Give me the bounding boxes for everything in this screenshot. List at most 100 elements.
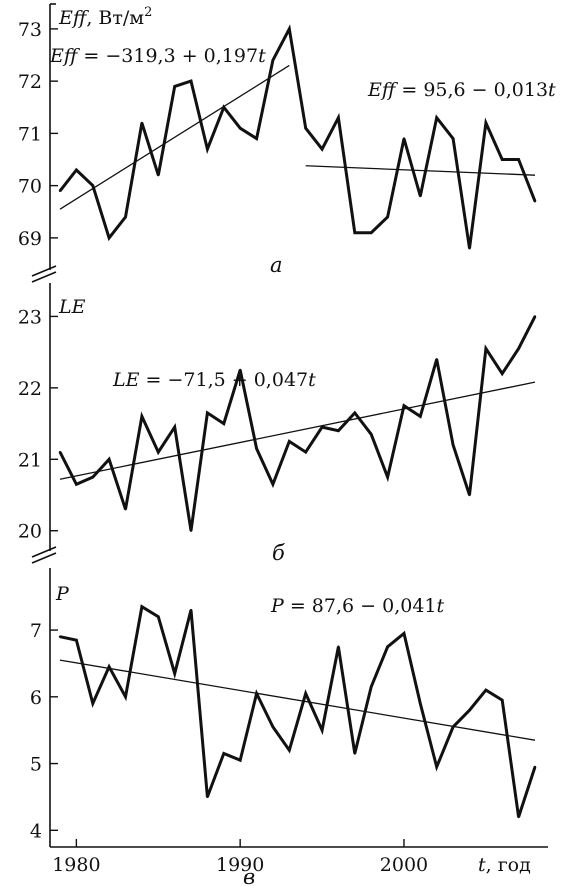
axis-break-mark: [31, 271, 57, 283]
data-point: [353, 231, 357, 234]
data-point: [75, 638, 78, 642]
data-point: [451, 137, 455, 140]
data-point: [206, 147, 209, 151]
panel-label: а: [270, 253, 283, 277]
data-point: [206, 795, 209, 799]
trend-line: [59, 381, 536, 480]
trend-line: [305, 165, 536, 176]
data-point: [419, 194, 422, 198]
data-point: [435, 765, 438, 769]
data-point: [91, 702, 94, 705]
data-point: [91, 475, 94, 479]
data-point: [91, 184, 94, 187]
data-point: [484, 688, 488, 692]
data-point: [386, 215, 389, 219]
data-point: [189, 79, 193, 83]
data-point: [58, 189, 62, 193]
y-tick-label: 5: [30, 754, 42, 776]
y-tick-label: 22: [18, 378, 42, 400]
y-tick-label: 72: [18, 71, 42, 93]
data-point: [173, 672, 176, 675]
data-point: [238, 126, 242, 130]
data-point: [75, 483, 78, 486]
trend-line: [59, 64, 290, 210]
data-point: [271, 725, 275, 729]
data-point: [353, 752, 357, 755]
y-tick-label: 7: [30, 620, 42, 642]
data-point: [517, 815, 520, 819]
data-point: [304, 692, 307, 695]
data-point: [501, 158, 504, 161]
data-point: [58, 635, 62, 638]
data-point: [140, 415, 144, 418]
data-point: [107, 236, 111, 240]
data-point: [288, 440, 291, 443]
data-point: [402, 404, 406, 407]
y-tick-label: 21: [18, 449, 42, 471]
y-tick-label: 69: [18, 228, 42, 250]
y-tick-label: 4: [30, 820, 42, 842]
data-point: [157, 450, 160, 454]
data-point: [419, 415, 422, 418]
data-point: [271, 483, 275, 486]
data-point: [238, 759, 242, 762]
series-line: [58, 315, 537, 531]
trend-equation: Eff = −319,3 + 0,197t: [49, 45, 266, 67]
data-point: [222, 752, 225, 755]
data-point: [320, 147, 324, 151]
data-point: [517, 347, 520, 350]
data-point: [304, 126, 307, 130]
data-point: [484, 121, 488, 125]
y-tick-label: 73: [18, 19, 42, 41]
data-point: [124, 695, 127, 699]
data-point: [501, 372, 504, 375]
data-point: [501, 698, 504, 702]
data-point: [517, 158, 520, 161]
data-point: [419, 702, 422, 705]
data-point: [468, 247, 471, 250]
data-point: [206, 411, 209, 415]
y-axis-label: LE: [58, 296, 86, 318]
trend-equation: Eff = 95,6 − 0,013t: [367, 79, 556, 101]
data-point: [370, 231, 373, 234]
data-point: [402, 137, 406, 140]
data-point: [288, 749, 291, 752]
data-point: [484, 347, 488, 350]
data-point: [157, 615, 160, 618]
series-line: [59, 604, 537, 818]
data-point: [386, 475, 389, 479]
data-point: [157, 173, 160, 177]
panel-3: 4 5 6 7P P = 87,6 − 0,041t в 1980 1990 2000 t, го…: [30, 568, 548, 886]
trend-equation: P = 87,6 − 0,041t: [270, 595, 445, 617]
data-point: [468, 493, 471, 497]
y-tick-label: 6: [30, 687, 42, 709]
data-point: [533, 200, 537, 203]
y-tick-label: 70: [18, 176, 42, 198]
data-point: [124, 215, 127, 219]
trend-line: [59, 659, 536, 741]
x-tick-label: 2000: [380, 854, 428, 876]
axis-break-mark: [31, 265, 57, 277]
data-point: [271, 59, 275, 62]
data-point: [140, 121, 144, 125]
data-point: [435, 116, 438, 119]
data-point: [370, 433, 373, 436]
axis-break-mark: [31, 546, 57, 558]
data-point: [288, 27, 291, 31]
data-point: [189, 529, 193, 532]
data-point: [124, 508, 127, 511]
data-point: [304, 450, 307, 454]
data-point: [222, 106, 225, 109]
x-axis-label: t, год: [478, 854, 531, 876]
data-point: [402, 632, 406, 635]
data-point: [451, 443, 455, 447]
axis-break-mark: [31, 552, 57, 564]
y-tick-label: 23: [18, 306, 42, 328]
data-point: [58, 450, 62, 454]
data-point: [533, 765, 537, 769]
data-point: [255, 447, 258, 450]
x-tick-label: 1990: [216, 854, 264, 876]
data-point: [353, 411, 357, 415]
panel-label: в: [243, 865, 255, 886]
data-point: [75, 168, 78, 172]
